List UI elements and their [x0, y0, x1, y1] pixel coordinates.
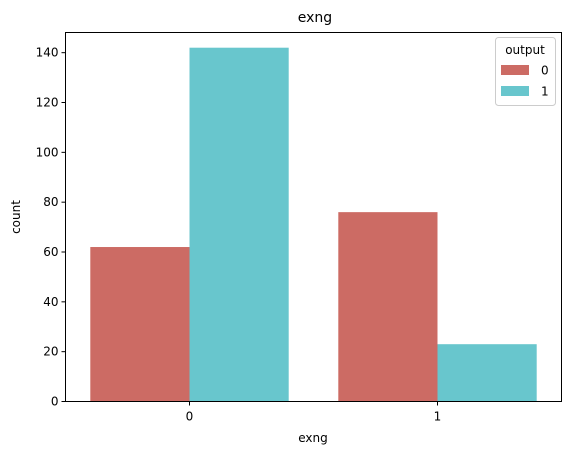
y-tick-label: 40: [43, 295, 58, 309]
y-tick-label: 120: [36, 96, 59, 110]
bars-group: [90, 47, 537, 402]
x-tick-label: 1: [434, 410, 442, 424]
x-tick-label: 0: [186, 410, 194, 424]
legend: output 0 1: [495, 37, 556, 106]
legend-swatch-1: [501, 86, 529, 96]
y-axis-ticks: 0 20 40 60 80 100 120 140: [36, 46, 66, 409]
legend-title: output: [505, 43, 545, 57]
bar-series-1-cat-1: [437, 344, 537, 402]
chart-title: exng: [298, 10, 332, 26]
y-tick-label: 100: [36, 145, 59, 159]
bar-series-1-cat-0: [189, 47, 289, 402]
y-tick-label: 60: [43, 245, 58, 259]
y-tick-label: 20: [43, 345, 58, 359]
y-tick-label: 140: [36, 46, 59, 60]
legend-label-1: 1: [541, 85, 549, 99]
y-tick-label: 0: [51, 395, 59, 409]
y-tick-label: 80: [43, 195, 58, 209]
y-axis-label: count: [9, 200, 23, 234]
plot-area-frame: [65, 32, 562, 402]
bar-series-0-cat-0: [90, 247, 190, 402]
legend-label-0: 0: [541, 64, 549, 78]
legend-swatch-0: [501, 65, 529, 75]
x-axis-label: exng: [298, 431, 328, 445]
bar-series-0-cat-1: [338, 212, 438, 402]
